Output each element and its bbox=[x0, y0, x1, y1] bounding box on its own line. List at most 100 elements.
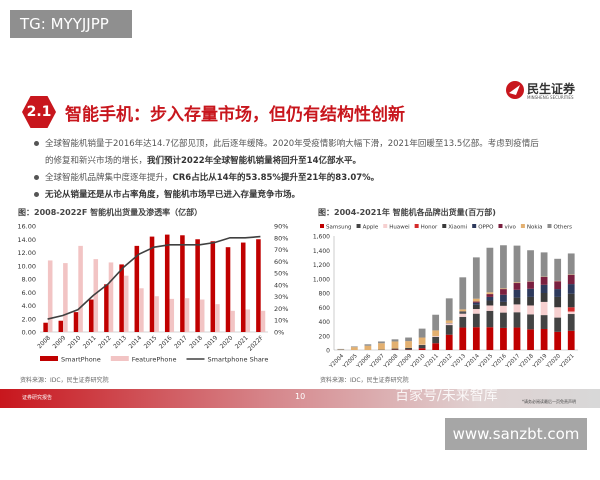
legend-swatch bbox=[110, 356, 129, 361]
featurephone-bar bbox=[230, 310, 235, 332]
bar-segment-others bbox=[391, 339, 399, 342]
bar-segment-apple bbox=[554, 317, 562, 332]
logo-icon bbox=[506, 81, 524, 99]
x-tick-label: Y2008 bbox=[382, 353, 400, 371]
chart-2-title: 图：2004-2021年 智能机各品牌出货量(百万部) bbox=[318, 208, 496, 217]
bullet-text: 全球智能机品牌集中度逐年提升， bbox=[45, 173, 173, 183]
x-tick-label: Y2018 bbox=[518, 353, 536, 371]
x-tick-label: 2017 bbox=[173, 334, 189, 350]
featurephone-bar bbox=[47, 260, 53, 332]
y2-tick-label: 10% bbox=[274, 317, 288, 325]
y2-tick-label: 30% bbox=[274, 293, 288, 301]
site-watermark: www.sanzbt.com bbox=[445, 418, 587, 450]
y-tick-label: 16.00 bbox=[17, 223, 36, 231]
bullet-3: 无论从销量还是从市占率角度，智能机市场早已进入存量竞争市场。 bbox=[34, 188, 300, 200]
bar-segment-xiaomi bbox=[500, 301, 507, 306]
bar-segment-samsung bbox=[500, 327, 507, 350]
x-tick-label: Y2010 bbox=[409, 353, 427, 371]
bar-segment-nokia bbox=[459, 309, 467, 312]
chart-shipments-penetration: 0.00 2.00 4.00 6.00 8.00 10.00 12.00 14.00 16.00… bbox=[17, 223, 288, 364]
bar-segment-vivo bbox=[513, 283, 521, 290]
legend-swatch bbox=[520, 224, 525, 228]
smartphone-bar bbox=[104, 284, 109, 332]
featurephone-bar bbox=[108, 262, 114, 332]
bar-segment-others bbox=[350, 346, 358, 348]
bullet-text: 的修复和新兴市场的增长， bbox=[45, 156, 148, 166]
legend-swatch bbox=[383, 224, 388, 228]
bar-segment-xiaomi bbox=[567, 293, 575, 308]
x-tick-label: Y2020 bbox=[545, 353, 563, 371]
featurephone-bar bbox=[154, 296, 159, 332]
smartphone-bar bbox=[195, 239, 200, 332]
featurephone-bar bbox=[169, 298, 175, 332]
bar-segment-others bbox=[418, 328, 426, 338]
x-tick-label: 2011 bbox=[82, 334, 98, 350]
bar-segment-nokia bbox=[472, 298, 480, 302]
bar-segment-xiaomi bbox=[459, 312, 467, 314]
legend-label: Smartphone Share bbox=[208, 356, 269, 364]
chart-2-source: 资料来源：IDC，民生证券研究院 bbox=[320, 377, 409, 384]
y2-tick-label: 60% bbox=[274, 258, 288, 266]
bar-segment-samsung bbox=[540, 328, 548, 350]
bar-segment-nokia bbox=[391, 341, 399, 349]
bar-segment-apple bbox=[432, 336, 440, 344]
logo-subtext: MINSHENG SECURITIES bbox=[527, 95, 574, 100]
legend-label: SmartPhone bbox=[61, 356, 101, 364]
x-tick-label: Y2017 bbox=[504, 353, 522, 371]
x-tick-label: Y2015 bbox=[477, 353, 495, 371]
y2-tick-label: 20% bbox=[274, 305, 288, 313]
y-tick-label: 2.00 bbox=[22, 315, 36, 323]
bar-segment-huawei bbox=[445, 323, 453, 326]
bar-segment-huawei bbox=[527, 305, 534, 315]
bar-segment-samsung bbox=[567, 330, 575, 350]
bullet-bold-text: CR6占比从14年的53.85%提升至21年的83.07%。 bbox=[172, 173, 380, 183]
x-tick-label: Y2019 bbox=[531, 353, 549, 371]
smartphone-bar bbox=[149, 236, 155, 332]
x-tick-label: Y2012 bbox=[436, 353, 453, 370]
legend-label: vivo bbox=[504, 225, 516, 231]
x-tick-label: 2018 bbox=[188, 334, 204, 350]
bullet-bold-text: 我们预计2022年全球智能机销量将回升至14亿部水平。 bbox=[147, 156, 362, 166]
smartphone-bar bbox=[225, 247, 231, 332]
bar-segment-samsung bbox=[459, 327, 467, 350]
bar-segment-vivo bbox=[527, 281, 534, 289]
bar-segment-oppo bbox=[554, 289, 562, 297]
bar-segment-huawei bbox=[567, 311, 575, 315]
bar-segment-apple bbox=[527, 314, 534, 330]
bar-segment-huawei bbox=[486, 305, 494, 311]
bullet-1: 全球智能机销量于2016年达14.7亿部见顶，此后逐年缓降。2020年受疫情影响… bbox=[34, 137, 539, 149]
bar-segment-oppo bbox=[567, 284, 575, 294]
x-tick-label: Y2007 bbox=[369, 353, 387, 371]
bar-segment-vivo bbox=[500, 289, 507, 295]
bar-segment-others bbox=[445, 298, 453, 321]
featurephone-bar bbox=[123, 275, 129, 332]
bar-segment-nokia bbox=[350, 347, 358, 350]
bullet-text: 全球智能机销量于2016年达14.7亿部见顶，此后逐年缓降。2020年受疫情影响… bbox=[45, 139, 539, 149]
bar-segment-samsung bbox=[513, 327, 521, 350]
featurephone-bar bbox=[245, 309, 251, 332]
bar-segment-vivo bbox=[540, 276, 548, 285]
logo-text: 民生证券 bbox=[527, 82, 576, 96]
legend-swatch bbox=[40, 356, 58, 361]
footer-watermark: 百家号/未来智库 bbox=[395, 388, 498, 404]
bar-segment-vivo bbox=[567, 274, 575, 285]
bar-segment-vivo bbox=[486, 294, 494, 297]
bar-segment-oppo bbox=[459, 311, 467, 313]
bar-segment-samsung bbox=[418, 348, 426, 350]
featurephone-bar bbox=[260, 310, 266, 332]
legend-label: Apple bbox=[363, 225, 379, 231]
smartphone-bar bbox=[73, 312, 79, 332]
bar-segment-xiaomi bbox=[472, 304, 480, 310]
legend-label: Nokia bbox=[527, 225, 543, 231]
featurephone-bar bbox=[63, 263, 68, 332]
bar-segment-samsung bbox=[472, 327, 480, 350]
company-logo: 民生证券 MINSHENG SECURITIES bbox=[505, 80, 590, 104]
bar-segment-others bbox=[500, 245, 507, 289]
x-tick-label: Y2006 bbox=[355, 353, 373, 371]
bar-segment-samsung bbox=[554, 331, 562, 350]
y-tick-label: 0.00 bbox=[22, 329, 36, 337]
chart-brand-shipments: 02004006008001,0001,2001,4001,600Y2004Y2… bbox=[313, 224, 578, 371]
bar-segment-samsung bbox=[486, 327, 494, 350]
bar-segment-honor bbox=[567, 307, 575, 312]
bar-segment-nokia bbox=[405, 341, 412, 348]
